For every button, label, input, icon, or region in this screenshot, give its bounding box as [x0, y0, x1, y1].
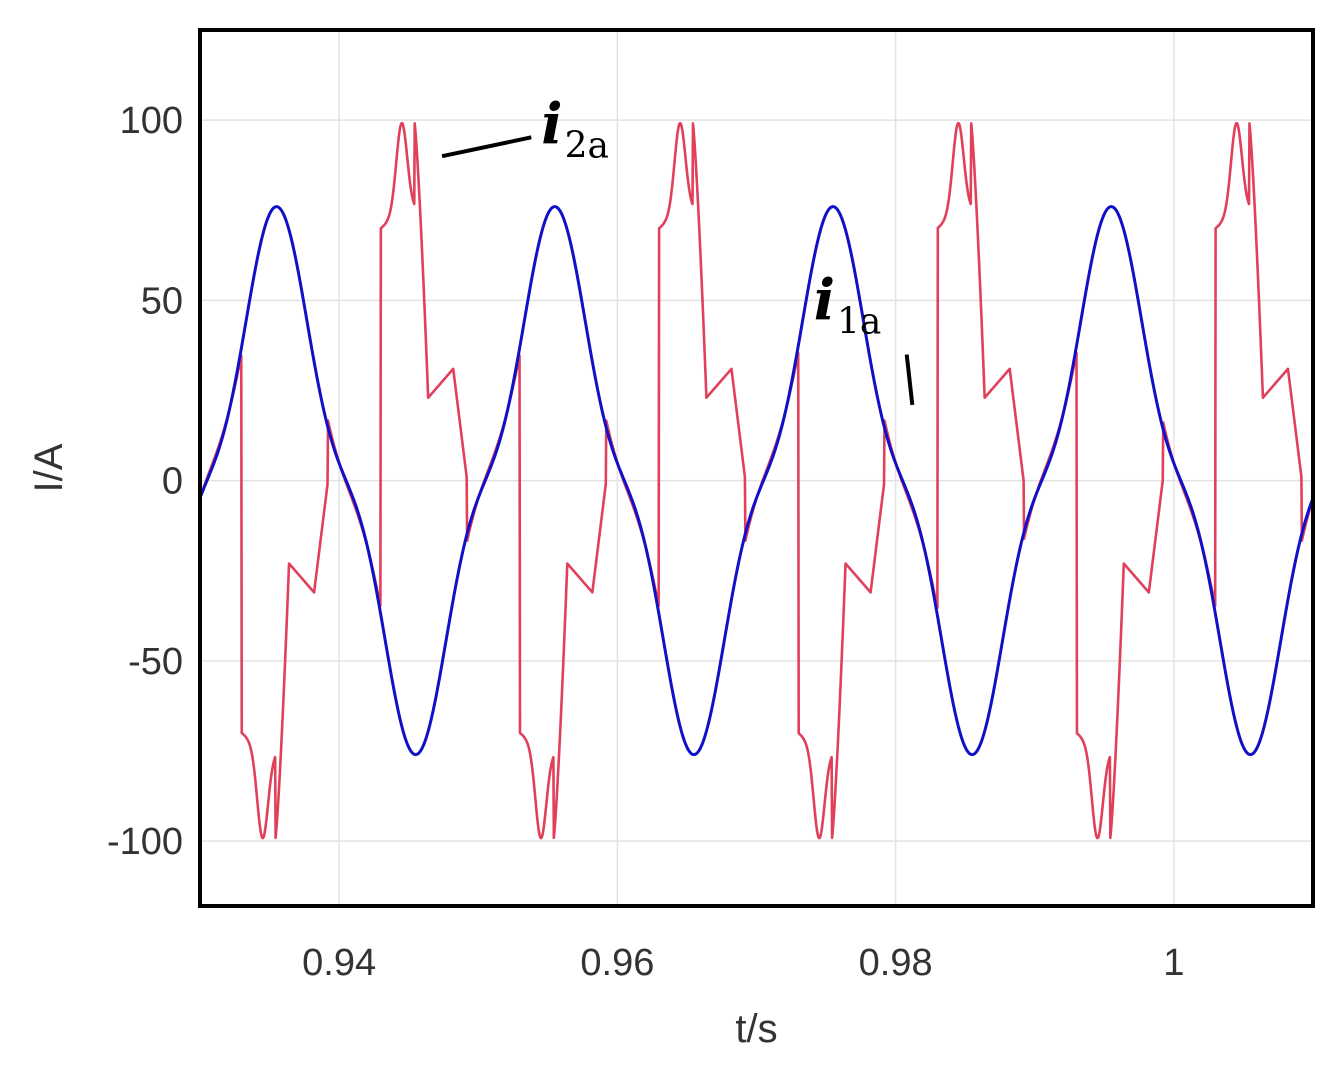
annotation-label-i1a: i1a	[814, 268, 882, 343]
y-tick-label: 100	[120, 100, 183, 142]
plot-frame	[198, 28, 1315, 908]
x-tick-label: 0.96	[580, 942, 654, 984]
series-line-i1a	[198, 205, 1315, 757]
annotations: i2a i1a	[441, 91, 915, 406]
annotation-label-i2a: i2a	[541, 91, 609, 166]
series-lines	[198, 121, 1315, 840]
y-tick-label: -50	[128, 641, 183, 683]
x-tick-label: 0.98	[859, 942, 933, 984]
y-tick-label: 50	[141, 280, 183, 322]
annotation-leader-i1a	[904, 354, 915, 406]
y-axis-title: I/A	[27, 443, 71, 492]
y-tick-labels: 100 50 0 -50 -100	[107, 100, 183, 863]
x-tick-label: 1	[1163, 942, 1184, 984]
x-tick-label: 0.94	[302, 942, 376, 984]
y-tick-label: 0	[162, 461, 183, 503]
x-tick-labels: 0.94 0.96 0.98 1	[302, 942, 1184, 984]
annotation-leader-i2a	[441, 135, 532, 159]
y-tick-label: -100	[107, 821, 183, 863]
x-axis-title: t/s	[735, 1007, 777, 1051]
grid-lines	[200, 30, 1313, 906]
